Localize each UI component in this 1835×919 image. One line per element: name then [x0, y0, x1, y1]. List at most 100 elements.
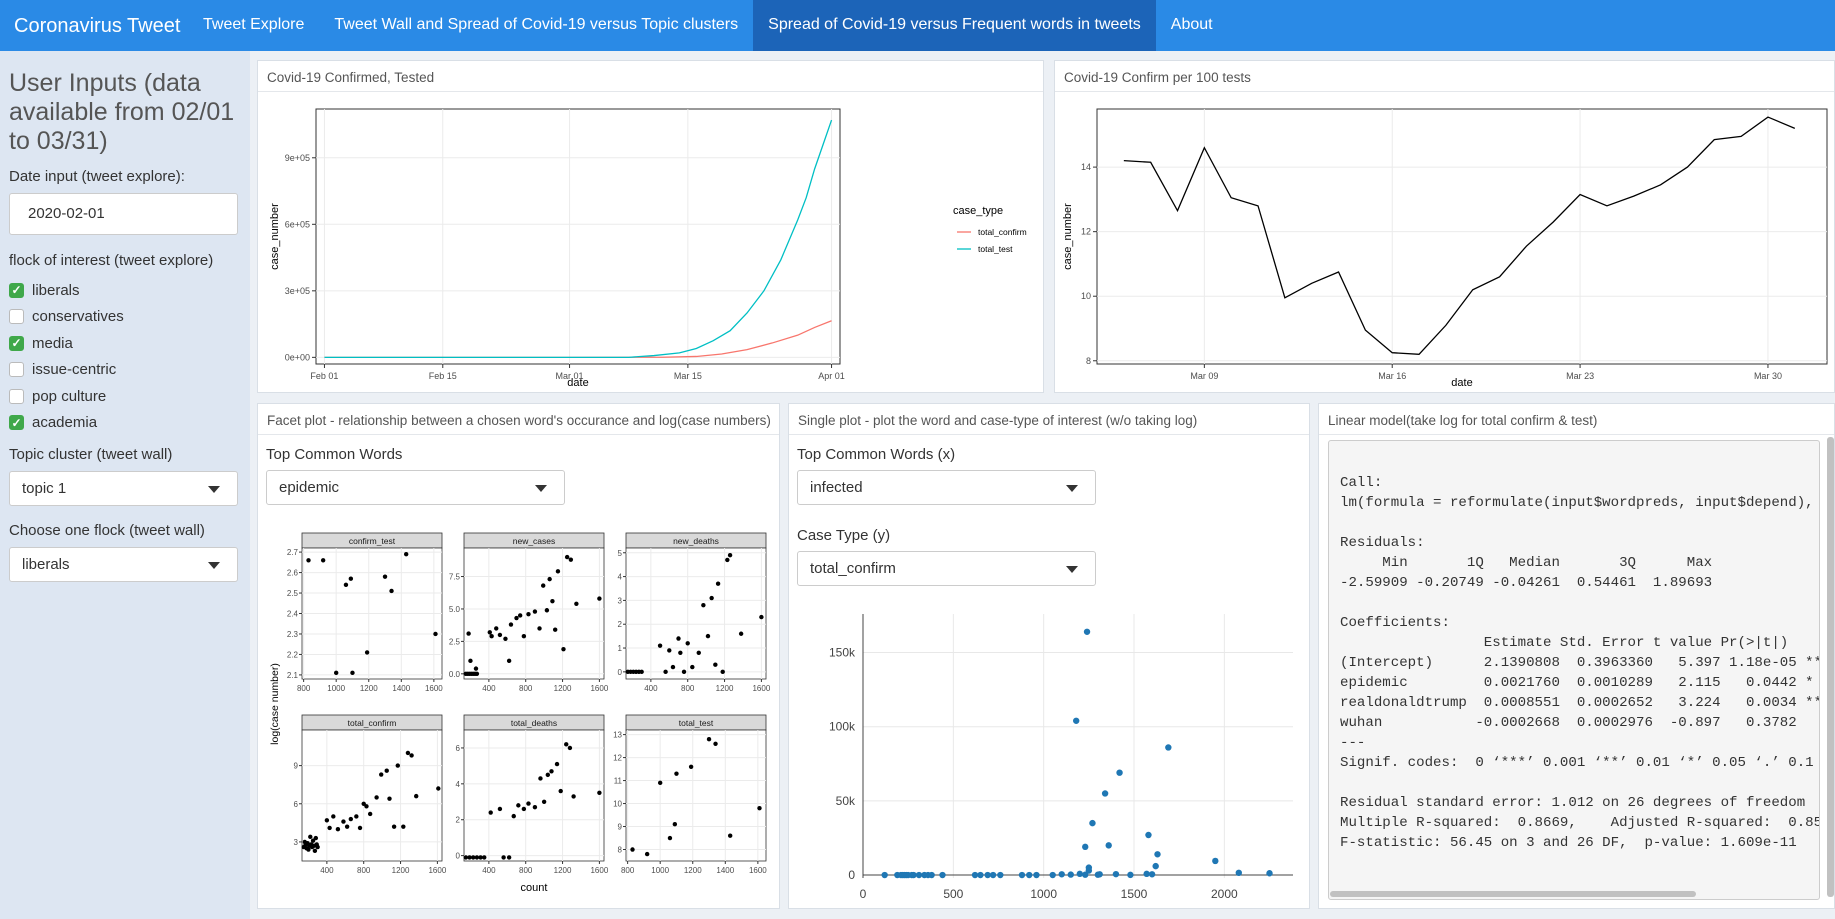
flock-option-liberals[interactable]: ✓ liberals	[9, 277, 241, 304]
facet-plot-area	[463, 729, 605, 862]
facet-word-label: Top Common Words	[266, 446, 403, 463]
data-point	[670, 664, 676, 670]
data-point	[713, 662, 718, 667]
vertical-scrollbar[interactable]	[1827, 437, 1834, 897]
y-tick-label: 2.7	[287, 548, 299, 557]
flock-label: flock of interest (tweet explore)	[9, 252, 214, 269]
data-point	[310, 838, 316, 843]
data-point	[667, 648, 672, 653]
data-point	[343, 582, 349, 588]
data-point	[471, 855, 476, 860]
data-point	[503, 636, 508, 641]
x-tick-label: 400	[320, 866, 334, 875]
y-tick-label: 5	[618, 549, 623, 558]
data-point	[1266, 870, 1273, 877]
lm-output-text: Call: lm(formula = reformulate(input$wor…	[1340, 475, 1819, 851]
data-point	[403, 551, 409, 557]
case-type-select[interactable]: total_confirm	[797, 551, 1096, 586]
data-point	[1067, 871, 1074, 878]
y-tick-label: 2	[618, 620, 623, 629]
data-point	[639, 669, 644, 675]
data-point	[312, 848, 318, 854]
tab-frequent-words[interactable]: Spread of Covid-19 versus Frequent words…	[753, 0, 1156, 51]
x-tick-label: Mar 09	[1190, 371, 1218, 381]
data-point	[1049, 871, 1056, 879]
brand-title[interactable]: Coronavirus Tweet	[14, 15, 181, 37]
data-point	[354, 814, 359, 819]
data-point	[1076, 870, 1084, 878]
data-point	[709, 595, 714, 601]
y-tick-label: 50k	[836, 794, 856, 808]
facet-strip-label: total_deaths	[511, 718, 557, 728]
y-tick-label: 2.1	[287, 671, 299, 680]
tab-tweet-wall[interactable]: Tweet Wall and Spread of Covid-19 versus…	[334, 16, 739, 33]
data-point	[327, 825, 332, 831]
checkbox-checked-icon[interactable]: ✓	[9, 335, 24, 351]
x-tick-label: 1600	[428, 866, 446, 875]
checkbox-checked-icon[interactable]: ✓	[9, 282, 24, 298]
checkbox-unchecked-icon[interactable]	[9, 309, 24, 325]
flock-option-conservatives[interactable]: conservatives	[9, 304, 241, 331]
data-point	[516, 803, 521, 808]
data-point	[478, 855, 483, 860]
checkbox-unchecked-icon[interactable]	[9, 388, 24, 404]
date-input-label: Date input (tweet explore):	[9, 168, 185, 185]
data-point	[367, 811, 373, 817]
x-tick-label: 1000	[1030, 887, 1057, 901]
data-point	[727, 552, 733, 558]
tab-tweet-explore[interactable]: Tweet Explore	[203, 16, 305, 33]
y-tick-label: 10	[1081, 291, 1091, 301]
date-input[interactable]: 2020-02-01	[9, 193, 238, 235]
y-tick-label: 2.4	[287, 610, 299, 619]
y-tick-label: 9e+05	[285, 153, 310, 163]
checkbox-unchecked-icon[interactable]	[9, 362, 24, 378]
chevron-down-icon	[535, 485, 547, 492]
data-point	[690, 664, 695, 670]
flock-option-pop-culture[interactable]: pop culture	[9, 383, 241, 410]
chevron-down-icon	[1066, 566, 1078, 573]
x-tick-label: 1400	[716, 866, 734, 875]
x-tick-label: 1200	[392, 866, 410, 875]
y-tick-label: 10	[613, 800, 622, 809]
data-point	[489, 633, 494, 639]
y-tick-label: 3	[618, 596, 623, 605]
data-point	[1082, 871, 1089, 878]
data-point	[915, 871, 923, 879]
flock-option-issue-centric[interactable]: issue-centric	[9, 357, 241, 384]
data-point	[379, 772, 384, 777]
x-tick-label: 1200	[554, 866, 572, 875]
topic-cluster-select[interactable]: topic 1	[9, 471, 238, 506]
data-point	[313, 835, 319, 841]
data-point	[558, 788, 563, 794]
tab-about[interactable]: About	[1170, 16, 1213, 33]
data-point	[532, 609, 538, 614]
y-tick-label: 4	[456, 780, 461, 789]
x-tick-label: Mar 30	[1754, 371, 1782, 381]
data-point	[706, 736, 712, 742]
series-line-confirm-per-100	[1123, 116, 1796, 355]
data-point	[681, 669, 687, 675]
y-tick-label: 6e+05	[285, 219, 310, 229]
flock-wall-select[interactable]: liberals	[9, 547, 238, 582]
flock-option-academia[interactable]: ✓ academia	[9, 410, 241, 437]
facet-plot-area	[625, 547, 767, 680]
y-tick-label: 0	[618, 668, 623, 677]
data-point	[1143, 870, 1150, 878]
facet-strip-label: new_deaths	[673, 536, 719, 546]
lm-output-console[interactable]: Call: lm(formula = reformulate(input$wor…	[1328, 440, 1820, 900]
y-tick-label: 8	[1086, 356, 1091, 366]
y-tick-label: 13	[613, 731, 622, 740]
x-tick-label: 400	[644, 684, 658, 693]
data-point	[1089, 819, 1096, 827]
data-point	[506, 658, 512, 664]
facet-word-select[interactable]: epidemic	[266, 470, 565, 505]
flock-option-media[interactable]: ✓ media	[9, 330, 241, 357]
horizontal-scrollbar[interactable]	[1330, 891, 1696, 897]
word-x-select[interactable]: infected	[797, 470, 1096, 505]
data-point	[474, 671, 480, 677]
checkbox-checked-icon[interactable]: ✓	[9, 415, 24, 431]
data-point	[308, 834, 313, 840]
y-tick-label: 0.0	[449, 670, 461, 679]
data-point	[881, 871, 888, 879]
x-tick-label: 400	[482, 866, 496, 875]
